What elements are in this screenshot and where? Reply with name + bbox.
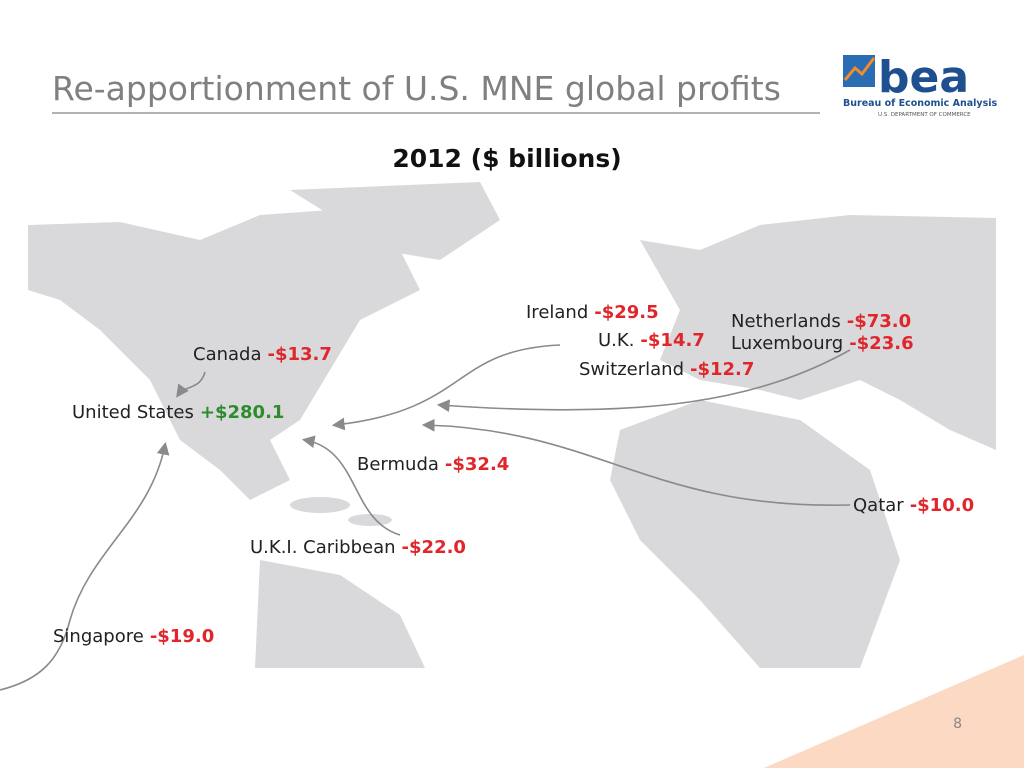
region-name: Luxembourg	[731, 333, 843, 354]
region-label: U.K. -$14.7	[598, 330, 705, 351]
region-label: Canada -$13.7	[193, 344, 332, 365]
region-amount: -$73.0	[847, 311, 911, 332]
region-label: Singapore -$19.0	[53, 626, 214, 647]
region-name: Netherlands	[731, 311, 841, 332]
region-label: Luxembourg -$23.6	[731, 333, 914, 354]
subtitle: 2012 ($ billions)	[392, 144, 621, 173]
region-name: U.K.I. Caribbean	[250, 537, 396, 558]
region-amount: -$14.7	[640, 330, 704, 351]
region-label: Ireland -$29.5	[526, 302, 659, 323]
region-amount: -$19.0	[150, 626, 214, 647]
slide-title: Re-apportionment of U.S. MNE global prof…	[52, 69, 781, 108]
region-amount: +$280.1	[200, 402, 285, 423]
region-label: U.K.I. Caribbean -$22.0	[250, 537, 466, 558]
logo-name: Bureau of Economic Analysis	[843, 98, 997, 109]
region-name: Bermuda	[357, 454, 439, 475]
page-number: 8	[953, 716, 962, 732]
region-name: Canada	[193, 344, 262, 365]
region-amount: -$29.5	[594, 302, 658, 323]
corner-decoration	[764, 655, 1024, 768]
region-amount: -$32.4	[445, 454, 509, 475]
arrows	[0, 344, 851, 691]
region-name: Ireland	[526, 302, 588, 323]
labels: Ireland -$29.5 U.K. -$14.7 Switzerland -$12.7…	[53, 302, 974, 647]
region-label: Switzerland -$12.7	[579, 359, 754, 380]
region-amount: -$23.6	[849, 333, 913, 354]
region-name: Singapore	[53, 626, 144, 647]
region-amount: -$13.7	[268, 344, 332, 365]
region-name: United States	[72, 402, 194, 423]
region-amount: -$10.0	[910, 495, 974, 516]
logo: bea Bureau of Economic Analysis U.S. DEP…	[843, 52, 997, 118]
region-amount: -$12.7	[690, 359, 754, 380]
region-name: Qatar	[853, 495, 904, 516]
region-amount: -$22.0	[402, 537, 466, 558]
region-label: Qatar -$10.0	[853, 495, 974, 516]
region-name: Switzerland	[579, 359, 684, 380]
region-name: U.K.	[598, 330, 634, 351]
map	[28, 182, 996, 668]
logo-mark: bea	[878, 52, 969, 103]
logo-department: U.S. DEPARTMENT OF COMMERCE	[878, 112, 971, 118]
region-label: Bermuda -$32.4	[357, 454, 509, 475]
region-label: United States +$280.1	[72, 402, 284, 423]
region-label: Netherlands -$73.0	[731, 311, 911, 332]
